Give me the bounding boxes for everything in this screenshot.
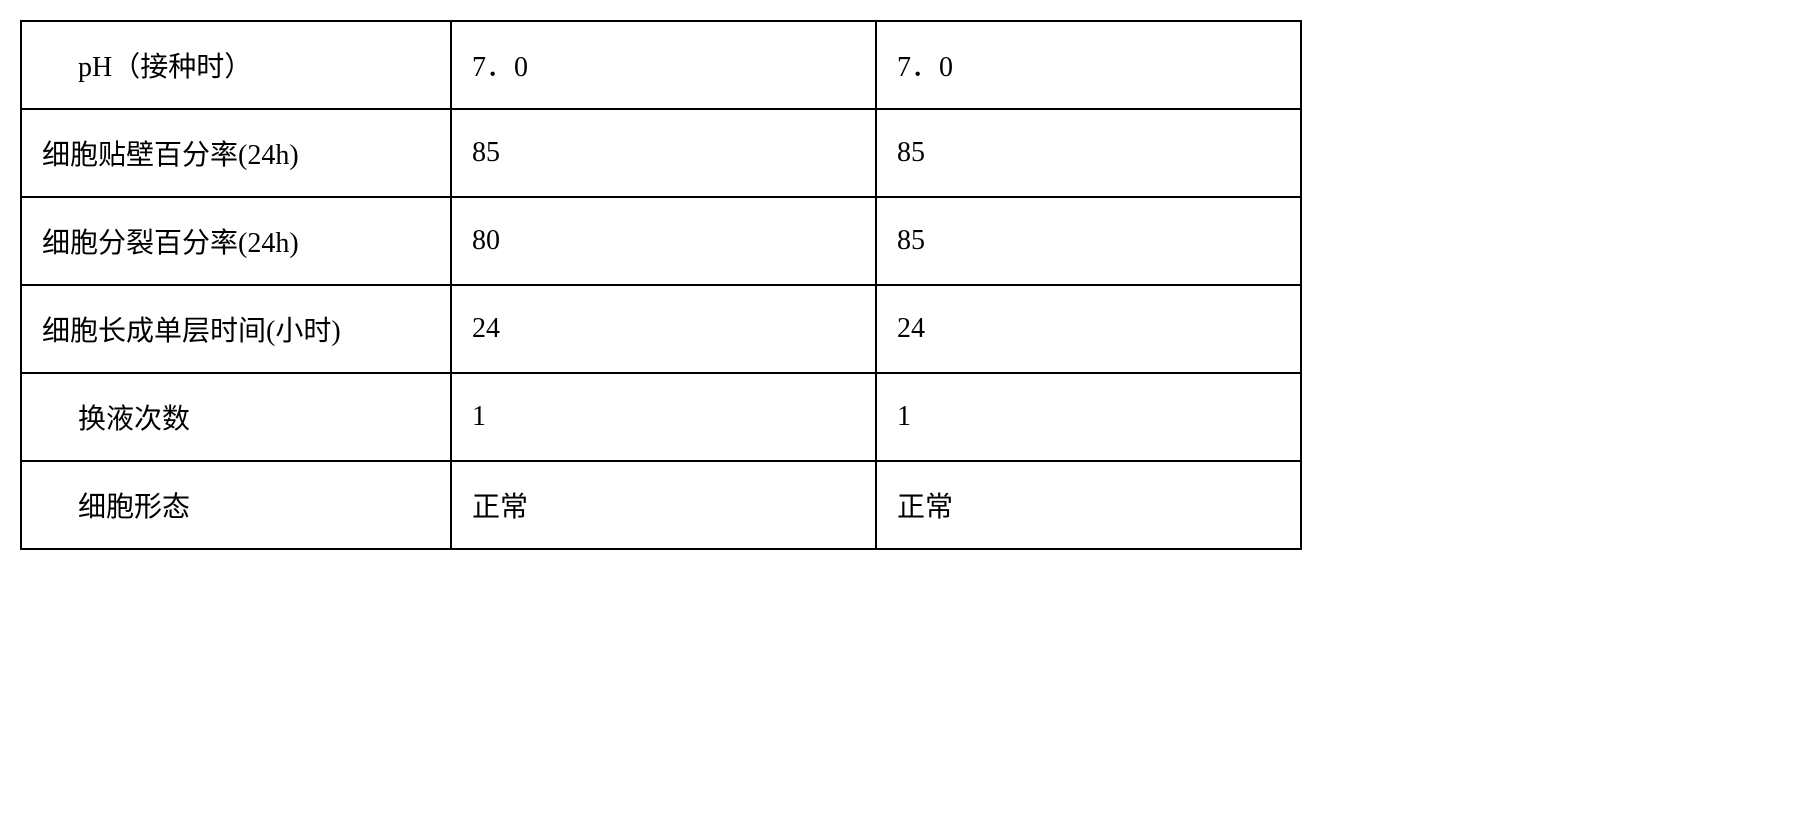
cell: 正常 [876, 461, 1301, 549]
cell: 85 [876, 197, 1301, 285]
table-row: 细胞分裂百分率(24h) 80 85 [21, 197, 1301, 285]
table-row: 细胞贴壁百分率(24h) 85 85 [21, 109, 1301, 197]
cell: 85 [451, 109, 876, 197]
cell: 24 [876, 285, 1301, 373]
table-row: 细胞形态 正常 正常 [21, 461, 1301, 549]
cell: 24 [451, 285, 876, 373]
cell: 85 [876, 109, 1301, 197]
row-label: pH（接种时） [21, 21, 451, 109]
table-row: pH（接种时） 7．0 7．0 [21, 21, 1301, 109]
row-label: 细胞长成单层时间(小时) [21, 285, 451, 373]
data-table: pH（接种时） 7．0 7．0 细胞贴壁百分率(24h) 85 85 细胞分裂百… [20, 20, 1302, 550]
cell: 80 [451, 197, 876, 285]
row-label: 细胞贴壁百分率(24h) [21, 109, 451, 197]
row-label: 细胞形态 [21, 461, 451, 549]
row-label: 细胞分裂百分率(24h) [21, 197, 451, 285]
cell: 1 [451, 373, 876, 461]
row-label: 换液次数 [21, 373, 451, 461]
cell: 正常 [451, 461, 876, 549]
cell: 1 [876, 373, 1301, 461]
cell: 7．0 [451, 21, 876, 109]
table-row: 细胞长成单层时间(小时) 24 24 [21, 285, 1301, 373]
cell: 7．0 [876, 21, 1301, 109]
table-row: 换液次数 1 1 [21, 373, 1301, 461]
